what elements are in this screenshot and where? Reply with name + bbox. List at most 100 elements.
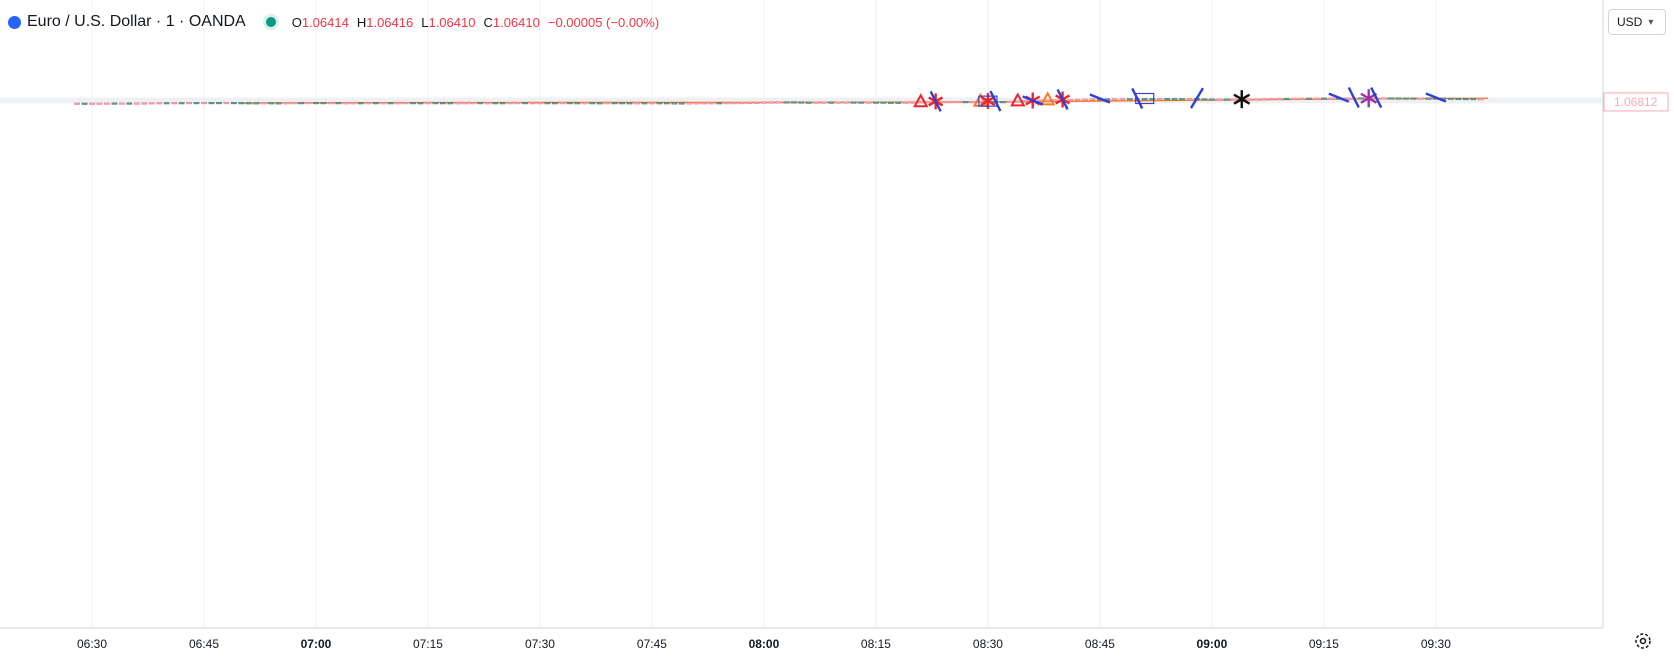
candle [522, 102, 528, 105]
candle [1298, 97, 1305, 100]
candle [1246, 98, 1253, 101]
dash-marker-icon [1347, 86, 1360, 109]
settings-gear-icon[interactable] [1632, 630, 1654, 652]
candle [462, 102, 469, 105]
candle [955, 101, 961, 104]
candle [440, 102, 446, 105]
candle [350, 102, 357, 105]
candle [611, 102, 618, 105]
candle [746, 101, 752, 104]
candle [126, 102, 133, 105]
candle [1052, 99, 1059, 102]
candle [835, 101, 842, 104]
candle [1067, 99, 1073, 102]
time-tick-label: 08:45 [1085, 637, 1115, 651]
candle [761, 101, 767, 104]
candle [1111, 98, 1118, 101]
triangle-marker-icon [913, 93, 929, 108]
low-label: L [421, 14, 429, 30]
candle [1037, 99, 1044, 102]
candle [865, 101, 872, 104]
candle [813, 101, 820, 104]
candle [1179, 98, 1185, 101]
candle [1283, 97, 1290, 101]
candle [880, 101, 887, 104]
triangle-marker-icon [1039, 91, 1056, 106]
candle [499, 102, 506, 105]
open-label: O [291, 14, 302, 30]
close-value: 1.06410 [492, 14, 540, 30]
candle [678, 102, 685, 105]
high-value: 1.06416 [366, 14, 414, 30]
candlestick-series [74, 97, 1484, 105]
candle [208, 102, 215, 105]
candle [313, 102, 319, 105]
candle [701, 102, 708, 105]
candle [1171, 98, 1178, 101]
candle [1395, 97, 1402, 100]
close-label: C [483, 14, 493, 30]
candle [843, 101, 849, 104]
candle [104, 102, 110, 105]
candle [253, 102, 260, 105]
candle [320, 102, 327, 105]
dash-marker-icon [929, 90, 942, 112]
candle [574, 102, 581, 105]
candle [716, 102, 723, 105]
candle [230, 102, 237, 105]
candle [171, 102, 178, 105]
candle [544, 102, 551, 105]
candle [940, 101, 947, 104]
chart-grid [0, 0, 1603, 628]
candle [216, 102, 222, 105]
open-value: 1.06414 [301, 14, 349, 30]
time-tick-label: 09:15 [1309, 637, 1339, 651]
time-tick-label: 07:15 [413, 637, 443, 651]
candle [887, 101, 894, 104]
currency-button[interactable]: USD ▾ [1608, 9, 1666, 35]
candle [395, 102, 402, 105]
candle [178, 102, 185, 105]
candle [1014, 100, 1021, 103]
candle [917, 101, 924, 104]
candle [559, 102, 566, 105]
candle [1156, 98, 1163, 101]
candle [902, 101, 909, 104]
candle [641, 102, 648, 105]
time-tick-label: 06:30 [77, 637, 107, 651]
candle [649, 102, 655, 105]
low-value: 1.06410 [428, 14, 476, 30]
candle [970, 101, 976, 104]
candle [186, 102, 192, 105]
candle [537, 102, 543, 105]
candle [626, 102, 633, 105]
candle [305, 102, 312, 105]
candle [380, 102, 387, 105]
candle [947, 101, 954, 104]
symbol-title[interactable]: Euro / U.S. Dollar · 1 · OANDA [27, 13, 246, 30]
candle [223, 102, 230, 105]
time-axis[interactable]: 06:30 06:45 07:00 07:15 07:30 07:45 08:00 08:15… [77, 637, 1451, 651]
asterisk-marker-icon [1233, 90, 1251, 109]
candle [492, 102, 499, 105]
ohlc-values: O1.06414 H1.06416 L1.06410 C1.06410 −0.0… [292, 15, 659, 30]
candle [1462, 98, 1469, 101]
candle [342, 102, 349, 105]
candle [1119, 98, 1126, 101]
candle [581, 102, 588, 105]
candle [671, 102, 678, 105]
candle [484, 102, 491, 105]
high-label: H [356, 14, 367, 30]
candle [693, 102, 700, 105]
candle [1276, 97, 1282, 101]
time-tick-label: 06:45 [189, 637, 219, 651]
candle [798, 101, 805, 104]
candle [372, 102, 379, 105]
candle [201, 102, 207, 105]
candle [619, 102, 625, 105]
candle [820, 101, 827, 104]
box-marker-icon [1135, 92, 1155, 105]
candle [1320, 97, 1327, 100]
price-axis[interactable]: 1.067501.068001.068501.069001.069501.070… [1603, 91, 1669, 112]
